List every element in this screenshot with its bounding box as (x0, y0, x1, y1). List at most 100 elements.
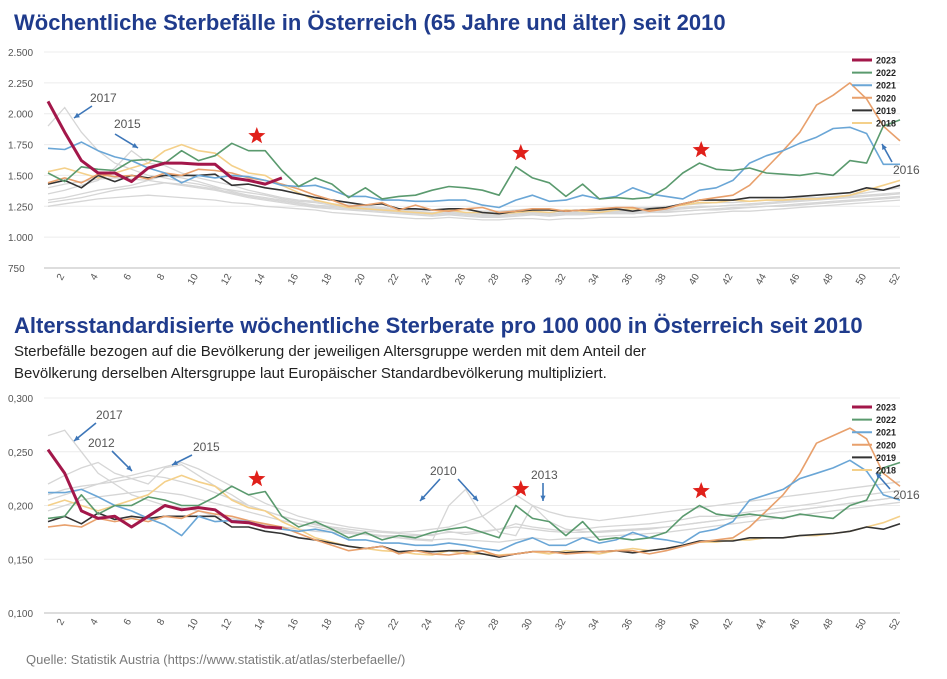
annotation-arrowhead-icon (132, 143, 138, 148)
history-series-line (47, 461, 901, 534)
x-tick-label: 48 (821, 617, 836, 633)
year-annotation-label: 2012 (88, 436, 115, 450)
red-star-icon (512, 480, 530, 497)
y-tick-label: 2.000 (8, 110, 33, 121)
x-tick-label: 36 (620, 617, 635, 633)
x-tick-label: 48 (821, 272, 836, 288)
x-tick-label: 10 (186, 617, 201, 633)
series-line-2023 (46, 448, 282, 530)
x-tick-label: 2 (55, 617, 68, 628)
annotation-arrowhead-icon (74, 112, 80, 118)
legend-label-2018: 2018 (876, 466, 896, 476)
annotation-arrowhead-icon (172, 460, 178, 465)
y-tick-label: 1.750 (8, 141, 33, 152)
legend-label-2020: 2020 (876, 93, 896, 103)
x-tick-label: 34 (587, 617, 602, 633)
series-line-2020 (47, 427, 901, 557)
x-tick-label: 16 (286, 617, 301, 633)
series-line-2022 (47, 119, 901, 200)
x-tick-label: 18 (320, 272, 335, 288)
x-tick-label: 32 (553, 617, 568, 633)
red-star-icon (248, 470, 266, 487)
y-tick-label: 1.500 (8, 171, 33, 182)
x-tick-label: 18 (320, 617, 335, 633)
x-tick-label: 40 (687, 272, 702, 288)
year-annotation-label: 2016 (893, 488, 920, 502)
x-tick-label: 20 (353, 272, 368, 288)
x-tick-label: 4 (88, 272, 101, 283)
x-tick-label: 22 (386, 272, 401, 288)
red-star-icon (512, 144, 530, 161)
x-tick-label: 42 (720, 272, 735, 288)
red-star-icon (692, 141, 710, 158)
year-annotation-label: 2017 (96, 408, 123, 422)
x-tick-label: 8 (155, 617, 168, 628)
y-tick-label: 0,200 (8, 502, 33, 513)
x-tick-label: 24 (420, 617, 435, 633)
y-tick-label: 1.250 (8, 202, 33, 213)
series-line-2018 (47, 143, 901, 215)
x-tick-label: 50 (854, 272, 869, 288)
year-annotation-label: 2016 (893, 163, 920, 177)
x-tick-label: 12 (219, 272, 234, 288)
x-tick-label: 50 (854, 617, 869, 633)
x-tick-label: 38 (654, 272, 669, 288)
y-tick-label: 0,300 (8, 394, 33, 405)
y-tick-label: 2.250 (8, 79, 33, 90)
history-series-line (47, 489, 901, 543)
series-line-2023 (46, 100, 283, 186)
x-tick-label: 52 (888, 617, 903, 633)
x-tick-label: 44 (754, 617, 769, 633)
y-tick-label: 1.000 (8, 233, 33, 244)
x-tick-label: 34 (587, 272, 602, 288)
x-tick-label: 10 (186, 272, 201, 288)
legend-label-2023: 2023 (876, 403, 896, 413)
x-tick-label: 46 (787, 617, 802, 633)
x-tick-label: 44 (754, 272, 769, 288)
x-tick-label: 28 (487, 617, 502, 633)
year-annotation-label: 2015 (193, 440, 220, 454)
chart2-title: Altersstandardisierte wöchentliche Sterb… (14, 313, 863, 338)
annotation-arrowhead-icon (540, 495, 546, 501)
series-line-2018 (47, 474, 901, 556)
x-tick-label: 22 (386, 617, 401, 633)
x-tick-label: 6 (122, 272, 135, 283)
annotation-arrowhead-icon (420, 495, 426, 501)
legend-label-2023: 2023 (876, 56, 896, 66)
legend-label-2019: 2019 (876, 106, 896, 116)
chart2-subtitle-line1: Sterbefälle bezogen auf die Bevölkerung … (14, 343, 647, 360)
chart2-subtitle-line2: Bevölkerung derselben Altersgruppe laut … (14, 365, 607, 382)
history-series-line (47, 194, 901, 221)
x-tick-label: 16 (286, 272, 301, 288)
x-tick-label: 46 (787, 272, 802, 288)
x-tick-label: 30 (520, 617, 535, 633)
x-tick-label: 38 (654, 617, 669, 633)
annotation-arrowhead-icon (472, 495, 478, 501)
series-line-2021 (48, 459, 901, 552)
history-series-line (47, 177, 901, 219)
y-tick-label: 2.500 (8, 48, 33, 59)
annotation-arrowhead-icon (876, 473, 882, 479)
x-tick-label: 4 (88, 617, 101, 628)
x-tick-label: 20 (353, 617, 368, 633)
x-tick-label: 14 (253, 617, 268, 633)
y-tick-label: 0,100 (8, 609, 33, 620)
legend-label-2021: 2021 (876, 81, 896, 91)
legend-label-2020: 2020 (876, 440, 896, 450)
series-line-2021 (47, 126, 900, 209)
legend-label-2019: 2019 (876, 453, 896, 463)
x-tick-label: 2 (55, 272, 68, 283)
annotation-arrowhead-icon (126, 465, 132, 471)
x-tick-label: 32 (553, 272, 568, 288)
x-tick-label: 8 (155, 272, 168, 283)
series-line-2019 (47, 173, 901, 215)
year-annotation-label: 2010 (430, 464, 457, 478)
x-tick-label: 26 (453, 272, 468, 288)
x-tick-label: 42 (720, 617, 735, 633)
x-tick-label: 12 (219, 617, 234, 633)
history-series-line (47, 461, 901, 537)
x-tick-label: 6 (122, 617, 135, 628)
y-tick-label: 0,250 (8, 448, 33, 459)
